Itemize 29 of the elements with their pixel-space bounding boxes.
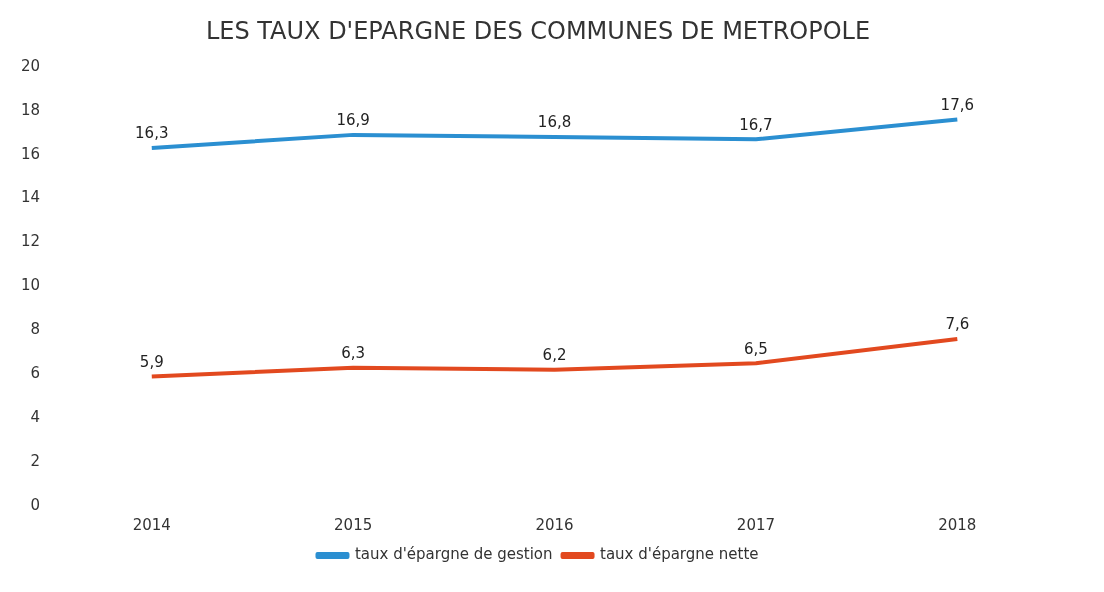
x-tick-label: 2014 (132, 515, 171, 534)
y-tick-label: 14 (20, 188, 41, 207)
data-label: 16,7 (739, 115, 773, 134)
data-label: 6,2 (542, 346, 567, 365)
chart-title: LES TAUX D'EPARGNE DES COMMUNES DE METROPOLE (205, 16, 871, 45)
data-label: 17,6 (940, 95, 975, 114)
y-tick-label: 0 (30, 495, 41, 514)
y-tick-label: 20 (20, 56, 41, 75)
y-tick-label: 10 (20, 276, 41, 295)
y-tick-label: 8 (30, 320, 41, 339)
data-label: 16,8 (537, 113, 572, 132)
y-tick-label: 18 (20, 100, 41, 119)
data-label: 16,9 (336, 111, 370, 130)
data-label: 6,3 (341, 344, 366, 363)
y-tick-label: 2 (30, 451, 41, 470)
data-label: 16,3 (135, 124, 169, 143)
x-tick-label: 2015 (334, 515, 373, 534)
data-label: 5,9 (139, 352, 164, 371)
data-label: 7,6 (945, 315, 970, 334)
x-tick-label: 2017 (736, 515, 776, 534)
data-label: 6,5 (744, 339, 768, 358)
x-tick-label: 2016 (535, 515, 574, 534)
legend-label: taux d'épargne nette (600, 545, 759, 564)
y-tick-label: 16 (20, 144, 41, 163)
legend-label: taux d'épargne de gestion (354, 545, 553, 564)
y-tick-label: 12 (20, 232, 41, 251)
y-tick-label: 4 (30, 408, 41, 427)
y-tick-label: 6 (30, 364, 41, 383)
x-tick-label: 2018 (938, 515, 977, 534)
